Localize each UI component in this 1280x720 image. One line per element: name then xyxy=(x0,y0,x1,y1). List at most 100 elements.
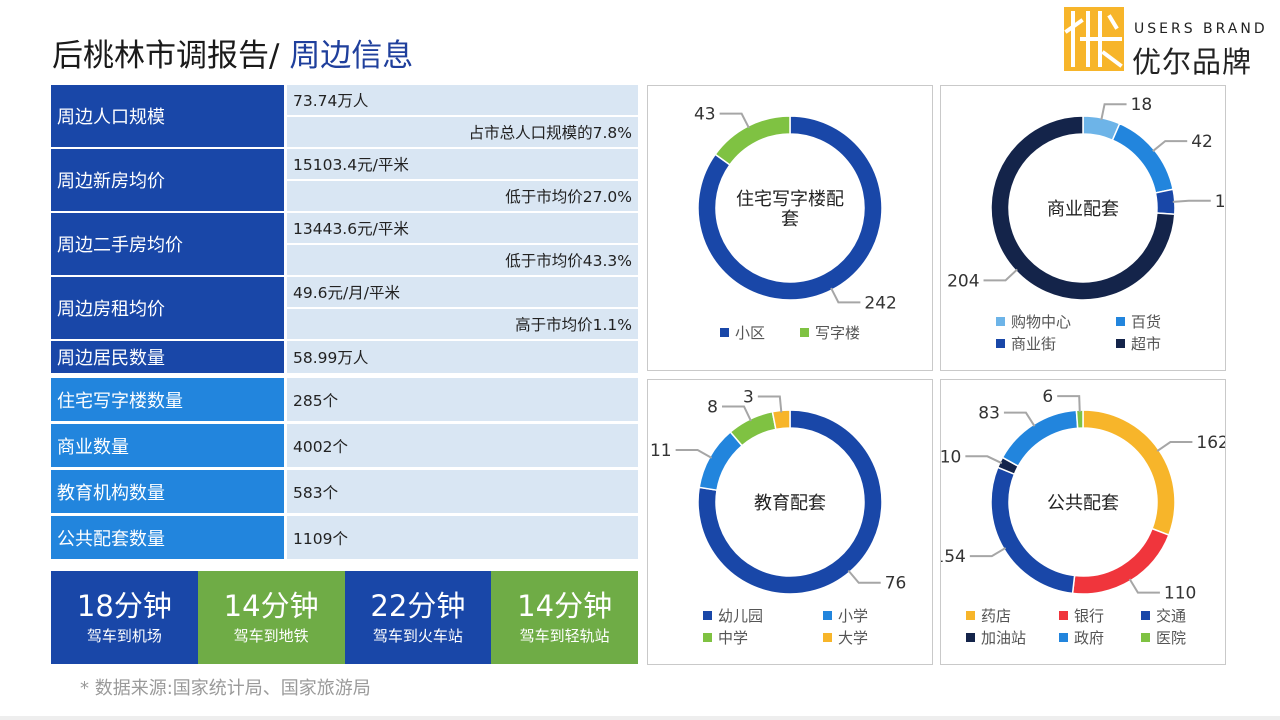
table-row-population: 周边人口规模 73.74万人 占市总人口规模的7.8% xyxy=(51,85,638,147)
legend-swatch xyxy=(703,633,712,642)
data-label: 43 xyxy=(694,105,716,125)
donut-slice-写字楼 xyxy=(714,115,791,166)
row-label: 商业数量 xyxy=(51,424,284,467)
data-label: 154 xyxy=(941,547,966,567)
legend-swatch xyxy=(1116,317,1125,326)
leader-line xyxy=(830,287,861,304)
chart-title: 商业配套 xyxy=(1047,199,1119,220)
chart-panel-education: 76 11 8 3 教育配套 幼儿园 小学 中学 大学 xyxy=(647,379,933,665)
data-label: 110 xyxy=(1164,584,1196,604)
donut-slice-百货 xyxy=(1111,122,1174,194)
row-label: 周边房租均价 xyxy=(51,277,284,339)
legend-label: 大学 xyxy=(838,629,868,647)
table-row-commercial-count: 商业数量 4002个 xyxy=(51,424,638,467)
travel-destination: 驾车到轻轨站 xyxy=(519,627,610,645)
travel-time-tiles: 18分钟 驾车到机场 14分钟 驾车到地铁 22分钟 驾车到火车站 14分钟 驾… xyxy=(51,571,638,664)
table-row-education-count: 教育机构数量 583个 xyxy=(51,470,638,513)
chart-title: 套 xyxy=(781,209,799,230)
donut-slice-医院 xyxy=(1075,409,1084,429)
table-row-residents: 周边居民数量 58.99万人 xyxy=(51,341,638,373)
chart-panel-residential-office: 242 43 住宅写字楼配套小区 写字楼 xyxy=(647,85,933,371)
page-title-main: 后桃林市调报告/ xyxy=(52,38,290,74)
travel-tile-subway: 14分钟 驾车到地铁 xyxy=(197,571,345,664)
travel-time: 18分钟 xyxy=(76,589,172,623)
legend-swatch xyxy=(966,611,975,620)
footer-divider xyxy=(0,716,1280,720)
donut-slice-银行 xyxy=(1071,527,1170,595)
donut-slice-政府 xyxy=(1001,409,1079,468)
leader-line xyxy=(965,455,1003,465)
row-value: 285个 xyxy=(287,378,638,421)
leader-line xyxy=(719,112,750,129)
row-value-note: 占市总人口规模的7.8% xyxy=(287,117,638,147)
leader-line xyxy=(847,569,881,584)
legend-label: 药店 xyxy=(981,607,1011,625)
row-value: 15103.4元/平米 xyxy=(287,149,638,179)
row-label: 周边二手房均价 xyxy=(51,213,284,275)
data-label: 12 xyxy=(1215,192,1225,212)
travel-time: 14分钟 xyxy=(517,589,613,623)
travel-tile-light-rail: 14分钟 驾车到轻轨站 xyxy=(491,571,638,664)
row-value: 49.6元/月/平米 xyxy=(287,277,638,307)
donut-slice-商业街 xyxy=(1154,188,1176,216)
legend-label: 小学 xyxy=(838,607,868,625)
leader-line xyxy=(983,268,1018,282)
table-row-resale-price: 周边二手房均价 13443.6元/平米 低于市均价43.3% xyxy=(51,213,638,275)
travel-tile-airport: 18分钟 驾车到机场 xyxy=(51,571,198,664)
legend-swatch xyxy=(1059,633,1068,642)
data-label: 18 xyxy=(1131,95,1153,115)
legend-label: 交通 xyxy=(1156,607,1186,625)
travel-time: 14分钟 xyxy=(223,589,319,623)
leader-line xyxy=(1152,140,1188,152)
data-label: 11 xyxy=(650,441,672,461)
legend-label: 幼儿园 xyxy=(718,607,763,625)
data-label: 83 xyxy=(978,404,1000,424)
page-title-accent: 周边信息 xyxy=(289,38,414,74)
logo-english-text: USERS BRAND xyxy=(1134,21,1268,37)
leader-line xyxy=(1156,441,1193,452)
data-label: 242 xyxy=(864,293,896,313)
donut-slice-药店 xyxy=(1082,409,1176,537)
row-value: 4002个 xyxy=(287,424,638,467)
legend-label: 加油站 xyxy=(981,629,1026,647)
legend-swatch xyxy=(800,328,809,337)
legend-label: 购物中心 xyxy=(1011,313,1071,331)
travel-time: 22分钟 xyxy=(370,589,466,623)
legend-swatch xyxy=(720,328,729,337)
row-value-note: 低于市均价27.0% xyxy=(287,181,638,211)
legend-label: 商业街 xyxy=(1011,335,1056,353)
legend-swatch xyxy=(1141,633,1150,642)
data-label: 8 xyxy=(707,397,718,417)
data-source-note: * 数据来源:国家统计局、国家旅游局 xyxy=(80,678,371,699)
row-label: 住宅写字楼数量 xyxy=(51,378,284,421)
travel-destination: 驾车到地铁 xyxy=(233,627,309,645)
leader-line xyxy=(757,395,783,413)
row-label: 周边新房均价 xyxy=(51,149,284,211)
data-label: 42 xyxy=(1191,132,1213,152)
donut-slice-大学 xyxy=(771,409,791,431)
row-value: 1109个 xyxy=(287,516,638,559)
row-label: 周边居民数量 xyxy=(51,341,284,373)
leader-line xyxy=(969,547,1007,558)
leader-line xyxy=(722,405,752,422)
legend-label: 超市 xyxy=(1131,335,1161,353)
row-value-note: 低于市均价43.3% xyxy=(287,245,638,275)
legend-label: 银行 xyxy=(1074,607,1104,625)
legend-swatch xyxy=(1116,339,1125,348)
leader-line xyxy=(675,448,713,459)
data-label: 3 xyxy=(743,387,754,407)
legend-label: 小区 xyxy=(735,324,765,342)
table-row-public-facility-count: 公共配套数量 1109个 xyxy=(51,516,638,559)
leader-line xyxy=(1003,411,1036,427)
legend-label: 写字楼 xyxy=(815,324,860,342)
stats-table-top: 周边人口规模 73.74万人 占市总人口规模的7.8% 周边新房均价 15103… xyxy=(51,85,638,375)
leader-line xyxy=(1128,578,1160,594)
chart-title: 公共配套 xyxy=(1047,493,1119,514)
leader-line xyxy=(1057,395,1081,413)
legend-swatch xyxy=(966,633,975,642)
